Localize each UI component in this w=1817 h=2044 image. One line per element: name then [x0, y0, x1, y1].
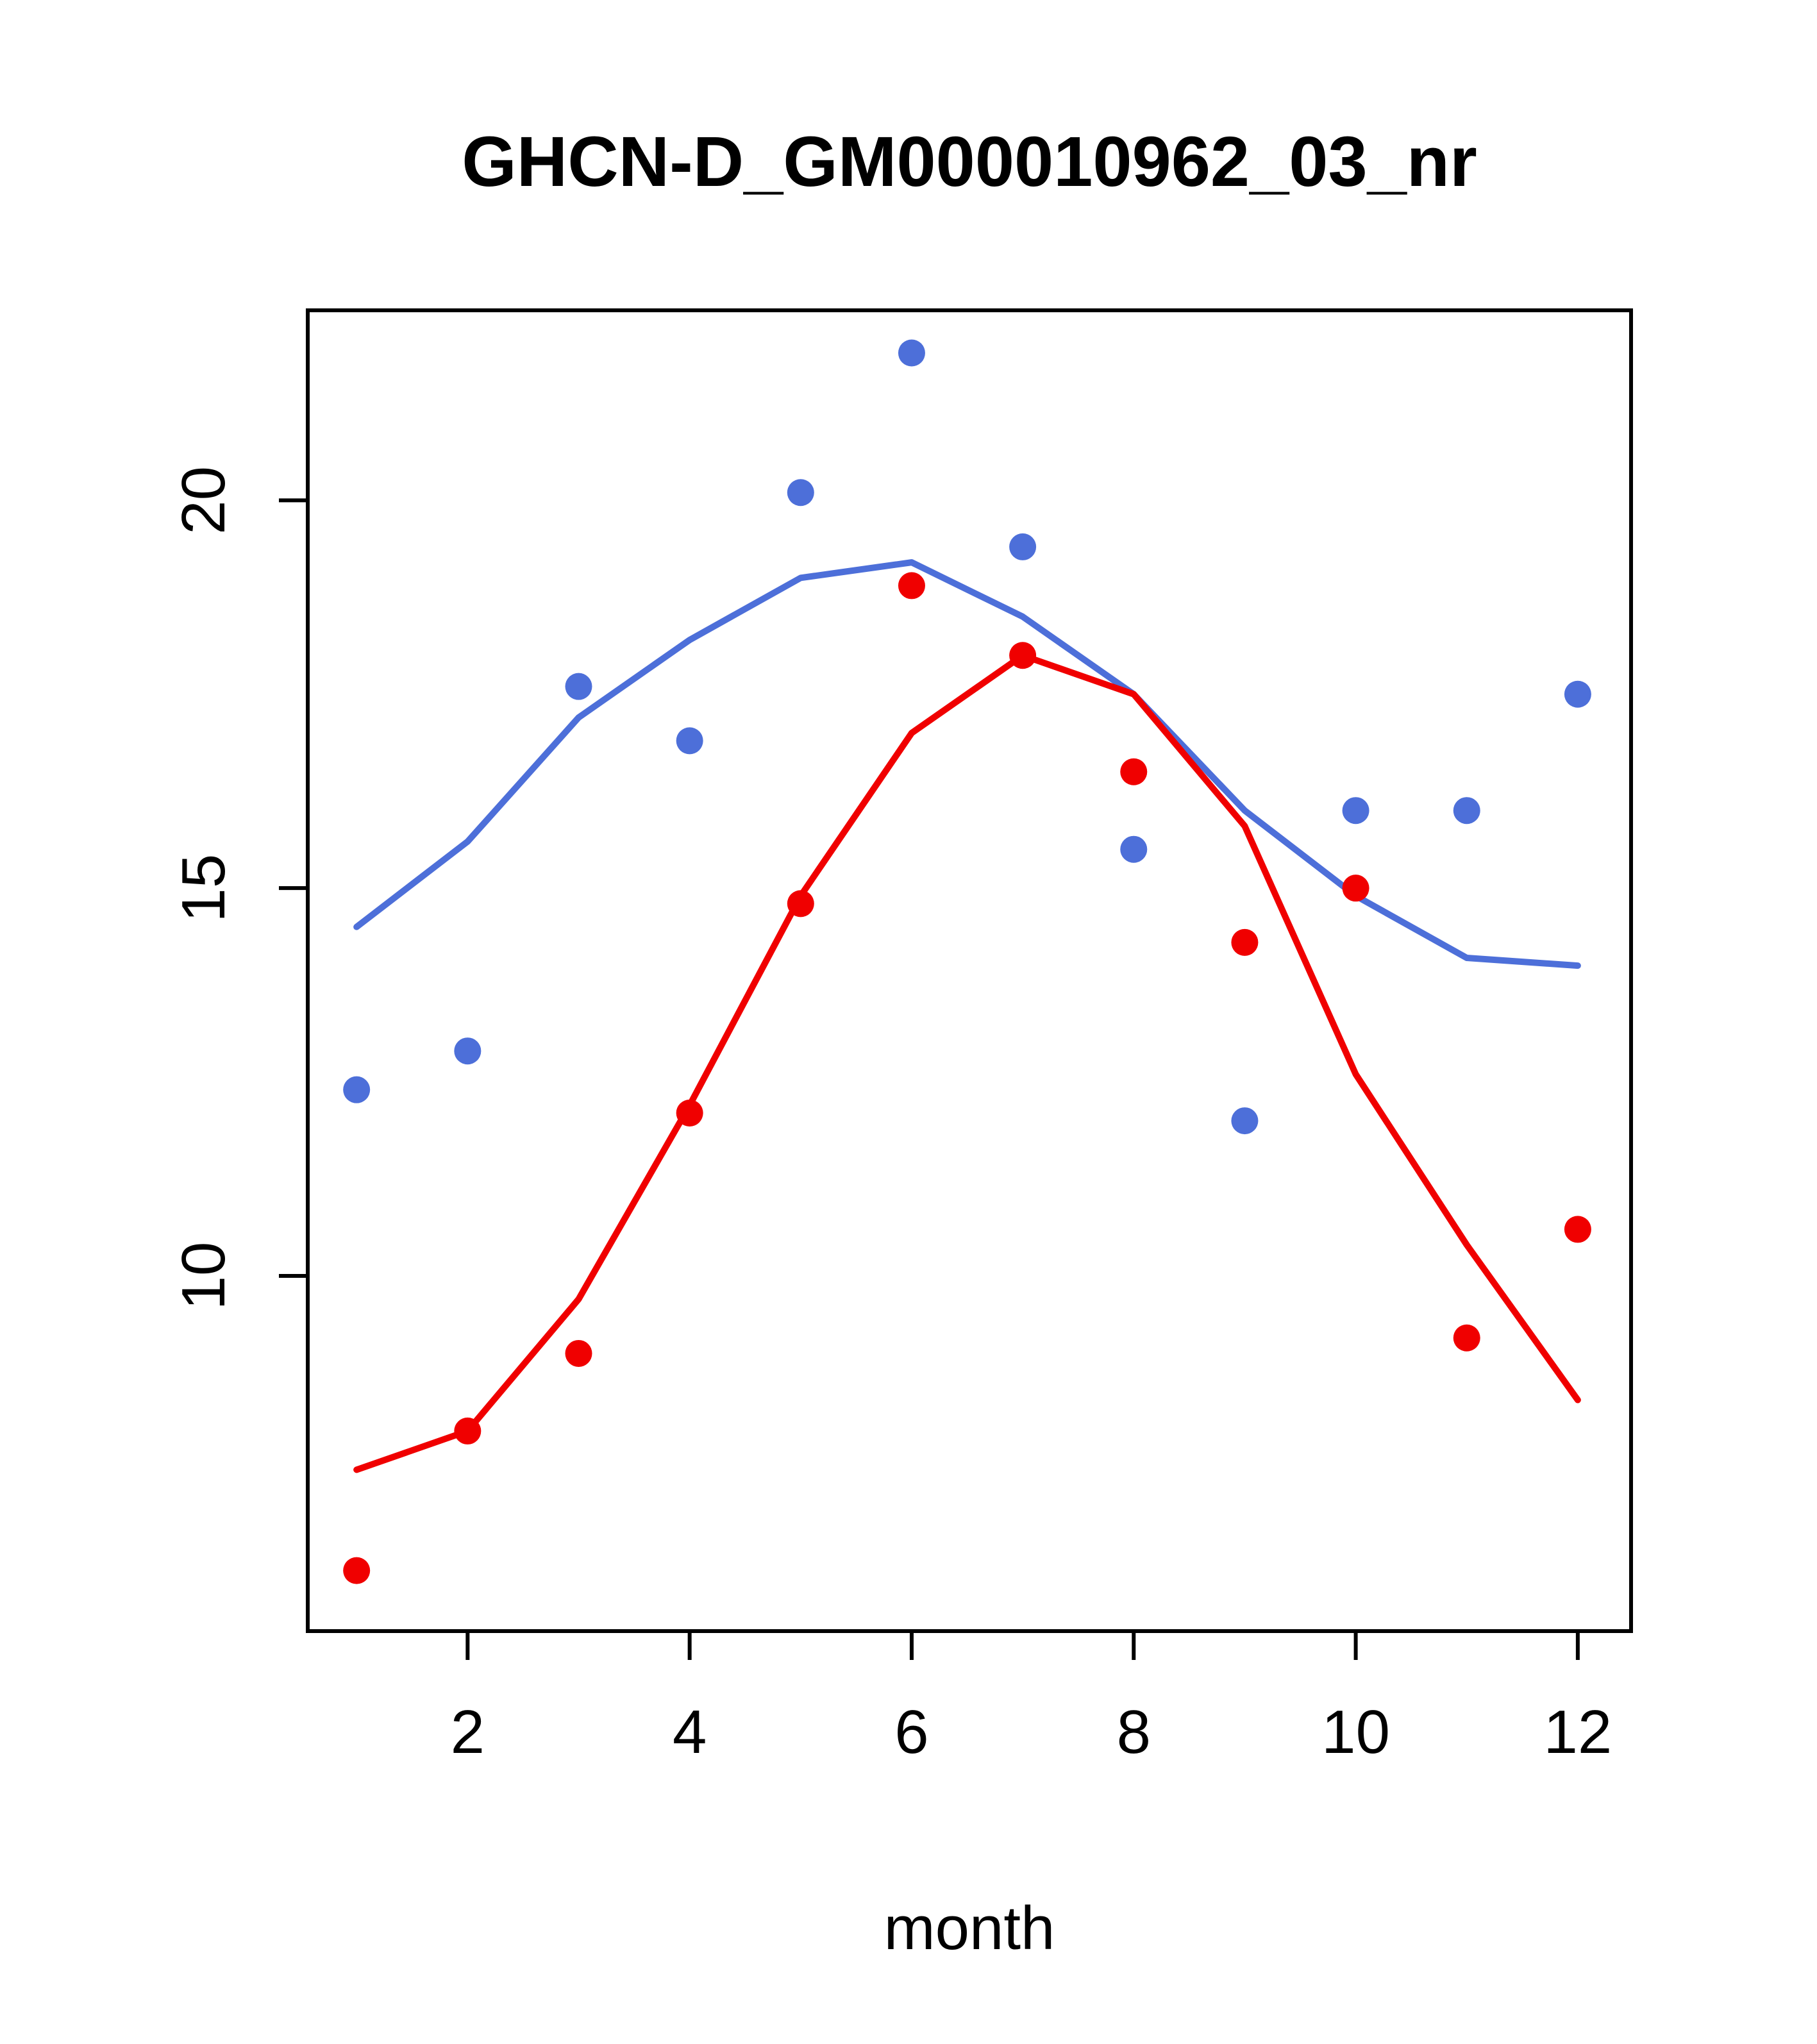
blue-monthly-points-marker — [1231, 1107, 1259, 1135]
red-monthly-points-marker — [1453, 1324, 1480, 1352]
blue-monthly-points-marker — [1120, 835, 1148, 863]
chart-title: GHCN-D_GM000010962_03_nr — [462, 122, 1477, 201]
x-axis-tick-label: 2 — [451, 1698, 485, 1766]
y-axis-tick-label: 10 — [169, 1242, 238, 1311]
x-axis-tick-label: 12 — [1543, 1698, 1612, 1766]
blue-monthly-points-marker — [454, 1037, 481, 1065]
y-axis-tick-label: 15 — [169, 854, 238, 923]
blue-monthly-points-marker — [1342, 797, 1369, 825]
red-monthly-points-marker — [1120, 758, 1148, 785]
x-axis-tick-label: 8 — [1117, 1698, 1151, 1766]
x-axis-tick-label: 6 — [894, 1698, 928, 1766]
blue-monthly-points-marker — [787, 479, 814, 507]
blue-monthly-points-marker — [565, 673, 592, 700]
red-monthly-points-marker — [565, 1339, 592, 1367]
blue-monthly-points-marker — [1564, 680, 1591, 708]
red-monthly-points-marker — [454, 1417, 481, 1445]
red-monthly-points-marker — [898, 572, 925, 599]
y-axis-tick-label: 20 — [169, 466, 238, 535]
red-monthly-points-marker — [1009, 642, 1037, 669]
x-axis-tick-label: 10 — [1321, 1698, 1390, 1766]
blue-monthly-points-marker — [1453, 797, 1480, 825]
plot-box — [306, 308, 1633, 1633]
red-monthly-points-marker — [676, 1099, 703, 1127]
blue-monthly-points-marker — [676, 727, 703, 755]
red-monthly-points-marker — [1342, 875, 1369, 902]
red-monthly-points-marker — [787, 890, 814, 917]
red-monthly-points-marker — [1231, 928, 1259, 956]
blue-smoothed-line — [353, 559, 1581, 969]
blue-monthly-points-marker — [898, 339, 925, 367]
red-smoothed-line — [353, 652, 1581, 1473]
red-monthly-points-marker — [343, 1557, 371, 1584]
x-axis-title: month — [884, 1894, 1055, 1963]
blue-monthly-points-marker — [1009, 533, 1037, 560]
plot-area: 2 4 6 8 10 12 10 15 20 — [169, 308, 1633, 1766]
blue-monthly-points-marker — [343, 1076, 371, 1103]
red-monthly-points-marker — [1564, 1216, 1591, 1243]
x-axis-tick-label: 4 — [673, 1698, 707, 1766]
